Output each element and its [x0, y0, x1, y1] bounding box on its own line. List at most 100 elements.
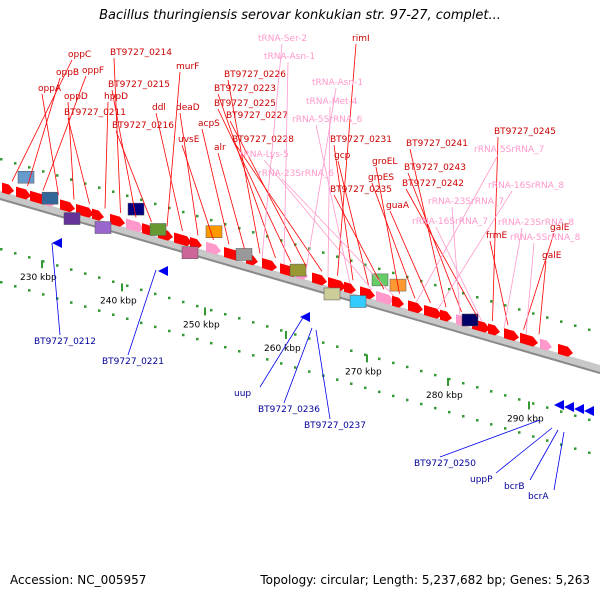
- tick-dot: [140, 321, 143, 325]
- reverse-gene-label: uup: [234, 389, 251, 399]
- reverse-leader: [553, 431, 565, 491]
- forward-gene-label: oppA: [38, 84, 62, 94]
- tick-dot: [14, 285, 17, 288]
- forward-gene-label: frmE: [486, 231, 507, 241]
- forward-gene-label: BT9727_0245: [494, 127, 556, 137]
- gene-block: [289, 263, 307, 277]
- tick-dot: [392, 394, 395, 398]
- forward-gene-arrow: [312, 272, 327, 286]
- tick-dot: [70, 268, 73, 271]
- forward-leader: [27, 77, 61, 187]
- tick-dot: [98, 186, 101, 189]
- tick-dot: [238, 350, 241, 353]
- forward-gene-label: BT9727_0225: [214, 99, 276, 109]
- tick-dot: [182, 210, 185, 214]
- tick-dot: [210, 308, 213, 312]
- rna-leader: [261, 43, 283, 259]
- tick-dot: [504, 304, 507, 307]
- gene-block: [149, 223, 167, 236]
- forward-gene-label: murF: [176, 62, 199, 72]
- forward-gene-label: BT9727_0216: [112, 121, 174, 131]
- tick-dot: [322, 251, 325, 254]
- tick-dot: [0, 158, 3, 161]
- forward-leader: [492, 136, 499, 321]
- reverse-gene-label: bcrA: [528, 492, 549, 502]
- forward-leader: [201, 128, 230, 245]
- tick-dot: [98, 276, 101, 279]
- forward-leader: [375, 166, 400, 294]
- forward-leader: [41, 93, 59, 196]
- tick-dot: [14, 252, 17, 255]
- forward-gene-label: rimI: [352, 34, 370, 44]
- forward-leader: [67, 117, 90, 205]
- reverse-genes: [52, 238, 594, 416]
- forward-gene-arrow: [110, 213, 125, 227]
- reverse-gene-arrow: [52, 238, 62, 248]
- forward-leader: [11, 59, 73, 182]
- tick-dot: [546, 406, 549, 409]
- forward-leader: [489, 240, 509, 326]
- topology-text: Topology: circular; Length: 5,237,682 bp…: [260, 573, 590, 587]
- forward-gene-label: groES: [368, 173, 394, 183]
- rna-leader: [525, 242, 535, 335]
- tick-dot: [504, 394, 507, 397]
- tick-dot: [462, 291, 465, 295]
- tick-dot: [532, 435, 535, 438]
- forward-gene-label: BT9727_0235: [330, 185, 392, 195]
- forward-gene-label: BT9727_0227: [226, 111, 288, 121]
- forward-gene-arrow: [344, 281, 356, 294]
- tick-dot: [70, 301, 73, 304]
- forward-gene-arrow: [520, 332, 538, 347]
- tick-dot: [532, 312, 535, 315]
- tick-dot: [56, 297, 59, 300]
- gene-block: [461, 313, 479, 327]
- tick-dot: [546, 439, 549, 442]
- gene-block: [94, 221, 112, 234]
- tick-dot: [448, 287, 451, 291]
- forward-gene-arrow: [504, 328, 519, 342]
- reverse-gene-arrow: [554, 400, 564, 410]
- forward-gene-label: oppB: [56, 68, 79, 78]
- tick-dot: [238, 317, 241, 320]
- scale-label: 240 kbp: [100, 296, 137, 306]
- gene-block: [17, 170, 35, 184]
- rna-leader: [281, 178, 395, 297]
- tick-dot: [210, 341, 213, 345]
- rna-leader: [263, 159, 373, 291]
- tick-dot: [126, 284, 129, 288]
- tick-dot: [280, 329, 283, 332]
- forward-gene-arrow: [76, 204, 94, 218]
- tick-dot: [434, 406, 437, 410]
- forward-gene-label: BT9727_0223: [214, 84, 276, 94]
- forward-gene-label: oppD: [64, 92, 88, 102]
- forward-gene-arrow: [92, 208, 104, 221]
- reverse-leader: [127, 269, 157, 356]
- rna-leader: [305, 87, 337, 271]
- tick-dot: [154, 202, 157, 206]
- tick-dot: [434, 373, 437, 377]
- tick-dot: [70, 178, 73, 181]
- forward-gene-arrow: [392, 295, 404, 308]
- tick-dot: [140, 288, 143, 292]
- tick-dot: [126, 194, 129, 198]
- tick-dot: [294, 366, 297, 369]
- forward-gene-label: gcp: [334, 151, 351, 161]
- forward-gene-arrow: [424, 304, 442, 319]
- forward-gene-arrow: [540, 338, 552, 351]
- tick-dot: [196, 304, 199, 308]
- reverse-leader: [495, 427, 553, 474]
- forward-leader: [217, 152, 245, 250]
- tick-dot: [294, 243, 297, 246]
- forward-gene-label: hppD: [104, 92, 128, 102]
- tick-dot: [182, 333, 185, 337]
- forward-leader: [179, 112, 199, 236]
- reverse-leader: [529, 429, 559, 481]
- forward-leader: [407, 172, 462, 312]
- forward-leader: [337, 43, 357, 276]
- forward-leader: [389, 210, 431, 304]
- tick-dot: [28, 166, 31, 169]
- tick-dot: [168, 296, 171, 300]
- tick-dot: [42, 260, 45, 263]
- forward-leader: [181, 144, 214, 241]
